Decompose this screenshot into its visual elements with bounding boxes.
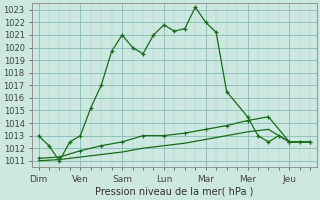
X-axis label: Pression niveau de la mer( hPa ): Pression niveau de la mer( hPa ) xyxy=(95,187,253,197)
